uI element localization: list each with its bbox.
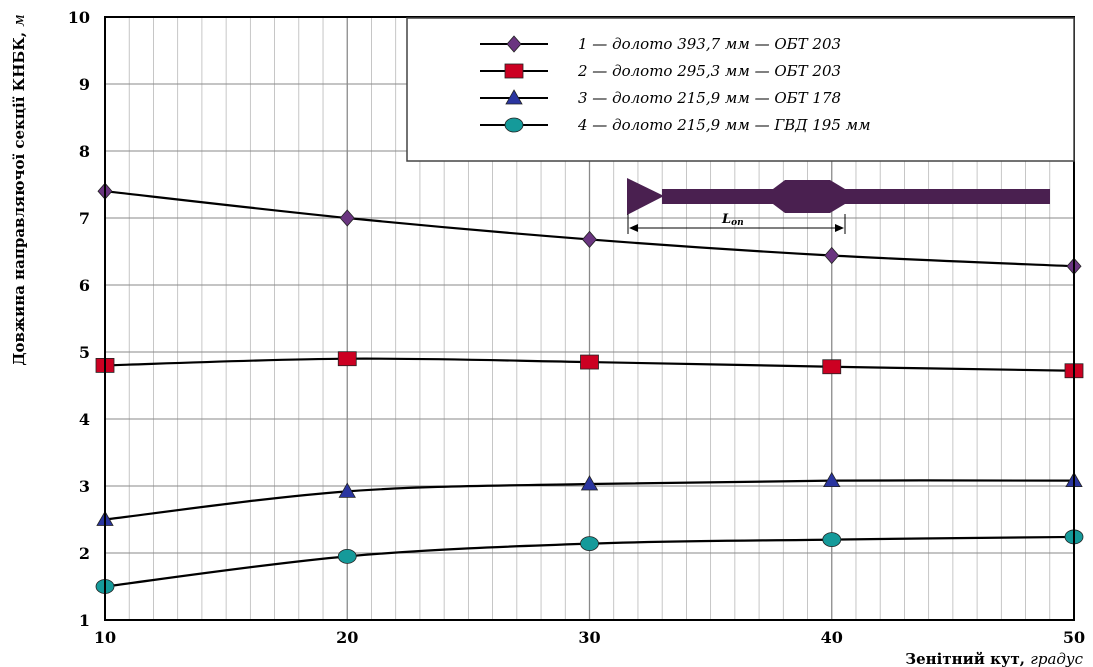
x-tick-label: 40 [821,628,843,647]
legend-marker-2 [504,63,524,79]
y-axis-label: Довжина направляючої секції КНБК, м [10,14,28,366]
legend-label-2: 2 — долото 295,3 мм — ОБТ 203 [577,62,841,80]
inset-bit-shape [627,178,664,215]
x-tick-label: 10 [94,628,116,647]
x-axis-label-unit: градус [1030,650,1083,667]
x-tick-label: 20 [336,628,358,647]
y-tick-label: 4 [79,410,90,429]
legend: 1 — долото 393,7 мм — ОБТ 203 2 — долото … [406,17,1075,162]
legend-marker-3 [505,89,523,105]
data-point-series-2 [822,359,842,375]
x-tick-label: 50 [1063,628,1085,647]
y-tick-label: 2 [79,544,90,563]
x-tick-label: 30 [578,628,600,647]
data-point-series-3 [823,471,841,488]
y-tick-label: 7 [79,209,90,228]
data-point-series-4 [337,548,357,564]
y-tick-label: 9 [79,75,90,94]
data-point-series-4 [822,532,842,547]
inset-label-main: L [721,212,731,227]
y-tick-label: 1 [79,611,90,630]
inset-dim-arrow-left [629,224,638,232]
inset-drill-diagram: Lоп [627,178,1050,234]
inset-dim-label: Lоп [721,212,744,228]
legend-items: 1 — долото 393,7 мм — ОБТ 203 2 — долото … [480,35,871,134]
inset-collar-shape [662,189,1050,204]
y-tick-label: 8 [79,142,90,161]
y-axis-label-unit: м [10,14,28,26]
plot-frame [104,16,1075,621]
data-point-series-3 [338,482,356,498]
data-point-series-1 [339,209,355,227]
data-point-series-1 [581,230,598,249]
y-axis-label-text: Довжина направляючої секції КНБК, [10,32,28,366]
y-tick-label: 5 [79,343,90,362]
data-point-series-2 [580,354,599,370]
data-point-series-4 [580,536,599,552]
legend-label-3: 3 — долото 215,9 мм — ОБТ 178 [578,89,841,107]
tick-labels: 1 2 3 4 5 6 7 8 9 10 10 20 30 40 50 [68,8,1085,647]
inset-dim-arrow-right [835,224,844,232]
data-point-series-2 [337,351,357,367]
inset-label-sub: оп [731,218,744,228]
inset-stabilizer-shape [773,180,845,213]
data-point-series-1 [824,246,840,265]
y-tick-label: 6 [79,276,90,295]
legend-label-4: 4 — долото 215,9 мм — ГВД 195 мм [577,116,871,134]
y-tick-label: 10 [68,8,90,27]
legend-marker-1 [506,35,522,53]
legend-label-1: 1 — долото 393,7 мм — ОБТ 203 [578,35,841,53]
data-point-series-3 [580,475,599,491]
y-tick-label: 3 [79,477,90,496]
x-axis-label: Зенітний кут, градус [905,650,1083,667]
x-axis-label-text: Зенітний кут, [905,650,1025,667]
legend-marker-4 [504,117,524,133]
